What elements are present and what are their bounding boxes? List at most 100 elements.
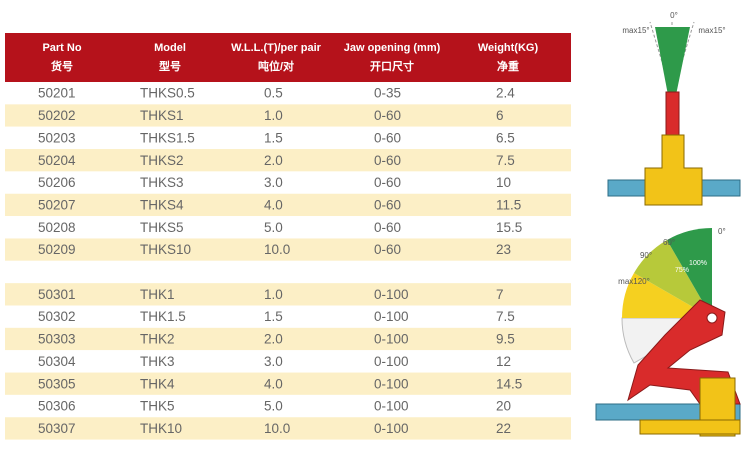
table-cell: THKS5 bbox=[140, 220, 184, 235]
table-cell: 0-60 bbox=[374, 130, 401, 145]
table-cell: 50305 bbox=[38, 376, 76, 391]
table-cell: 50207 bbox=[38, 197, 76, 212]
sector bbox=[621, 273, 712, 318]
table-cell: 0-35 bbox=[374, 86, 401, 101]
table-cell: 9.5 bbox=[496, 332, 515, 347]
table-cell: THK10 bbox=[140, 421, 182, 436]
table-row bbox=[5, 216, 571, 239]
table-cell: 1.5 bbox=[264, 309, 283, 324]
table-cell: 4.0 bbox=[264, 376, 283, 391]
table-cell: 50209 bbox=[38, 242, 76, 257]
top-diagram: 0° max15° max15° bbox=[607, 11, 741, 206]
table-cell: 2.4 bbox=[496, 86, 515, 101]
table-row bbox=[5, 283, 571, 306]
table-cell: THK1.5 bbox=[140, 309, 186, 324]
table-cell: 7.5 bbox=[496, 153, 515, 168]
bottom-diagram: 0° 60° 90° max120° 75% 100% bbox=[595, 227, 741, 437]
table-row bbox=[5, 350, 571, 373]
table-cell: THKS2 bbox=[140, 153, 184, 168]
table-cell: 50201 bbox=[38, 86, 76, 101]
table-cell: 1.0 bbox=[264, 287, 283, 302]
spacer-row bbox=[5, 260, 571, 284]
table-cell: 7 bbox=[496, 287, 504, 302]
table-cell: 0-100 bbox=[374, 354, 409, 369]
tolerance-wedge bbox=[655, 27, 690, 95]
table-row bbox=[5, 394, 571, 418]
table-row bbox=[5, 417, 571, 440]
table-cell: 0-60 bbox=[374, 153, 401, 168]
percent-label: 100% bbox=[689, 260, 707, 267]
table-cell: 50208 bbox=[38, 220, 76, 235]
table-cell: THKS1.5 bbox=[140, 130, 195, 145]
table-cell: 50302 bbox=[38, 309, 76, 324]
table-cell: 3.0 bbox=[264, 354, 283, 369]
column-header-cn: 型号 bbox=[159, 59, 181, 73]
angle-label: 0° bbox=[718, 227, 726, 236]
table-cell: 5.0 bbox=[264, 399, 283, 414]
table-cell: 1.5 bbox=[264, 130, 283, 145]
table-cell: 1.0 bbox=[264, 108, 283, 123]
table-body: 50201 THKS0.5 0.5 0-35 2.4 50202 THKS1 1.0 0-60 6… bbox=[5, 82, 571, 440]
table-cell: 0-100 bbox=[374, 332, 409, 347]
table-cell: 0-60 bbox=[374, 220, 401, 235]
table-cell: 0-60 bbox=[374, 197, 401, 212]
table-cell: 10.0 bbox=[264, 421, 290, 436]
table-cell: 10 bbox=[496, 175, 511, 190]
angle-label: max15° bbox=[698, 26, 725, 35]
table-cell: 50203 bbox=[38, 130, 76, 145]
table-cell: 15.5 bbox=[496, 220, 522, 235]
table-cell: 6 bbox=[496, 108, 504, 123]
table-cell: 10.0 bbox=[264, 242, 290, 257]
column-header-cn: 货号 bbox=[50, 59, 73, 73]
table-cell: THKS0.5 bbox=[140, 86, 195, 101]
table-cell: 4.0 bbox=[264, 197, 283, 212]
table-row bbox=[5, 171, 571, 194]
column-header: Part No bbox=[42, 42, 81, 54]
table-cell: THK3 bbox=[140, 354, 175, 369]
table-row bbox=[5, 193, 571, 217]
column-header: Jaw opening (mm) bbox=[344, 42, 441, 54]
table-cell: 0-100 bbox=[374, 421, 409, 436]
table-cell: 0-100 bbox=[374, 376, 409, 391]
table-cell: 2.0 bbox=[264, 332, 283, 347]
table-cell: 0-100 bbox=[374, 399, 409, 414]
sector bbox=[667, 227, 712, 318]
table-cell: 23 bbox=[496, 242, 511, 257]
table-cell: 0-100 bbox=[374, 287, 409, 302]
table-cell: 14.5 bbox=[496, 376, 522, 391]
table-cell: 50206 bbox=[38, 175, 76, 190]
table-cell: 7.5 bbox=[496, 309, 515, 324]
table-row bbox=[5, 104, 571, 127]
table-row bbox=[5, 372, 571, 395]
column-header-cn: 净重 bbox=[497, 59, 519, 73]
table-cell: THK4 bbox=[140, 376, 175, 391]
clamp-base bbox=[639, 419, 741, 435]
table-row bbox=[5, 238, 571, 261]
column-header: Weight(KG) bbox=[478, 42, 539, 54]
table-cell: THKS10 bbox=[140, 242, 191, 257]
table-cell: THKS3 bbox=[140, 175, 184, 190]
table-cell: 50303 bbox=[38, 332, 76, 347]
table-cell: THK5 bbox=[140, 399, 175, 414]
column-header: W.L.L.(T)/per pair bbox=[231, 42, 322, 54]
table-cell: 12 bbox=[496, 354, 511, 369]
table-cell: 22 bbox=[496, 421, 511, 436]
angle-label: max120° bbox=[618, 277, 650, 286]
table-cell: 50307 bbox=[38, 421, 76, 436]
table-cell: 0-100 bbox=[374, 309, 409, 324]
table-cell: 6.5 bbox=[496, 130, 515, 145]
table-cell: 50202 bbox=[38, 108, 76, 123]
table-row bbox=[5, 327, 571, 351]
table-cell: 0-60 bbox=[374, 175, 401, 190]
table-row bbox=[5, 305, 571, 328]
table-row bbox=[5, 149, 571, 172]
column-header-cn: 开口尺寸 bbox=[370, 59, 414, 73]
table-row bbox=[5, 126, 571, 150]
clamp-body bbox=[644, 134, 703, 206]
table-row bbox=[5, 82, 571, 105]
angle-label: 0° bbox=[670, 11, 678, 20]
percent-label: 75% bbox=[675, 267, 689, 274]
pivot bbox=[706, 312, 718, 324]
